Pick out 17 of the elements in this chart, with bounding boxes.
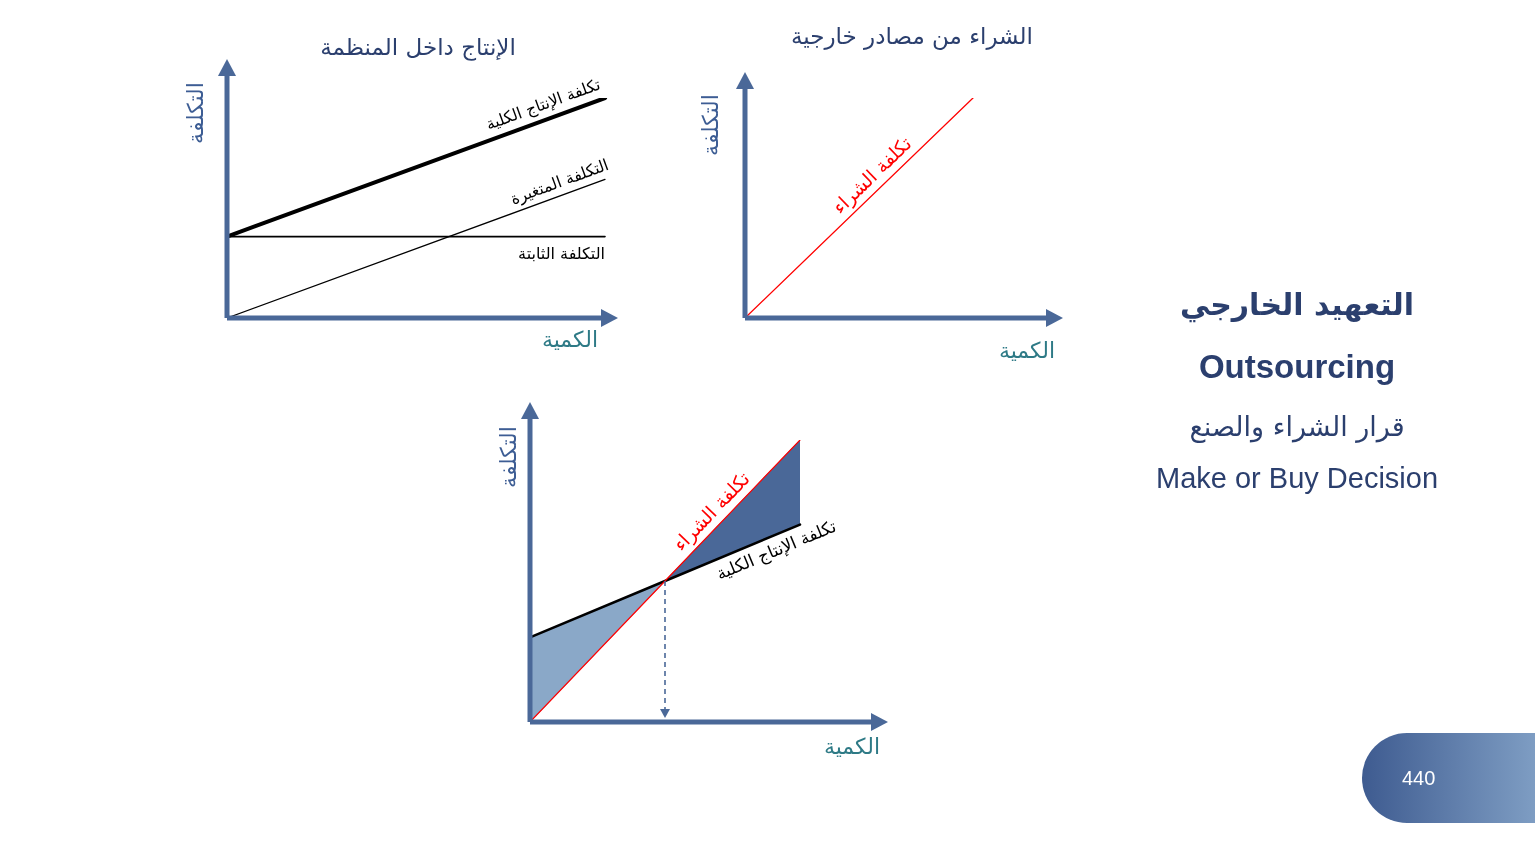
y-axis-title: التكلفة — [183, 82, 208, 144]
text: التكلفة المتغيرة — [507, 155, 612, 210]
y-axis-title: التكلفة — [496, 426, 521, 488]
x-axis-title: الكمية — [541, 327, 598, 352]
y-axis-title: التكلفة — [698, 94, 723, 156]
text: Make or Buy Decision — [1154, 460, 1440, 496]
chart-title: الإنتاج داخل المنظمة — [320, 34, 516, 61]
text: Outsourcing — [1197, 347, 1397, 388]
text: التعهيد الخارجي — [1178, 286, 1416, 324]
x-axis-title: الكمية — [823, 734, 880, 759]
chart-title: الشراء من مصادر خارجية — [790, 23, 1034, 50]
series-label: التكلفة الثابتة — [518, 243, 605, 263]
text: تكلفة الإنتاج الكلية — [483, 74, 604, 135]
text: قرار الشراء والصنع — [1188, 410, 1406, 444]
text: 440 — [1402, 766, 1436, 790]
text: تكلفة الشراء — [827, 132, 917, 219]
x-axis-title: الكمية — [998, 338, 1055, 363]
